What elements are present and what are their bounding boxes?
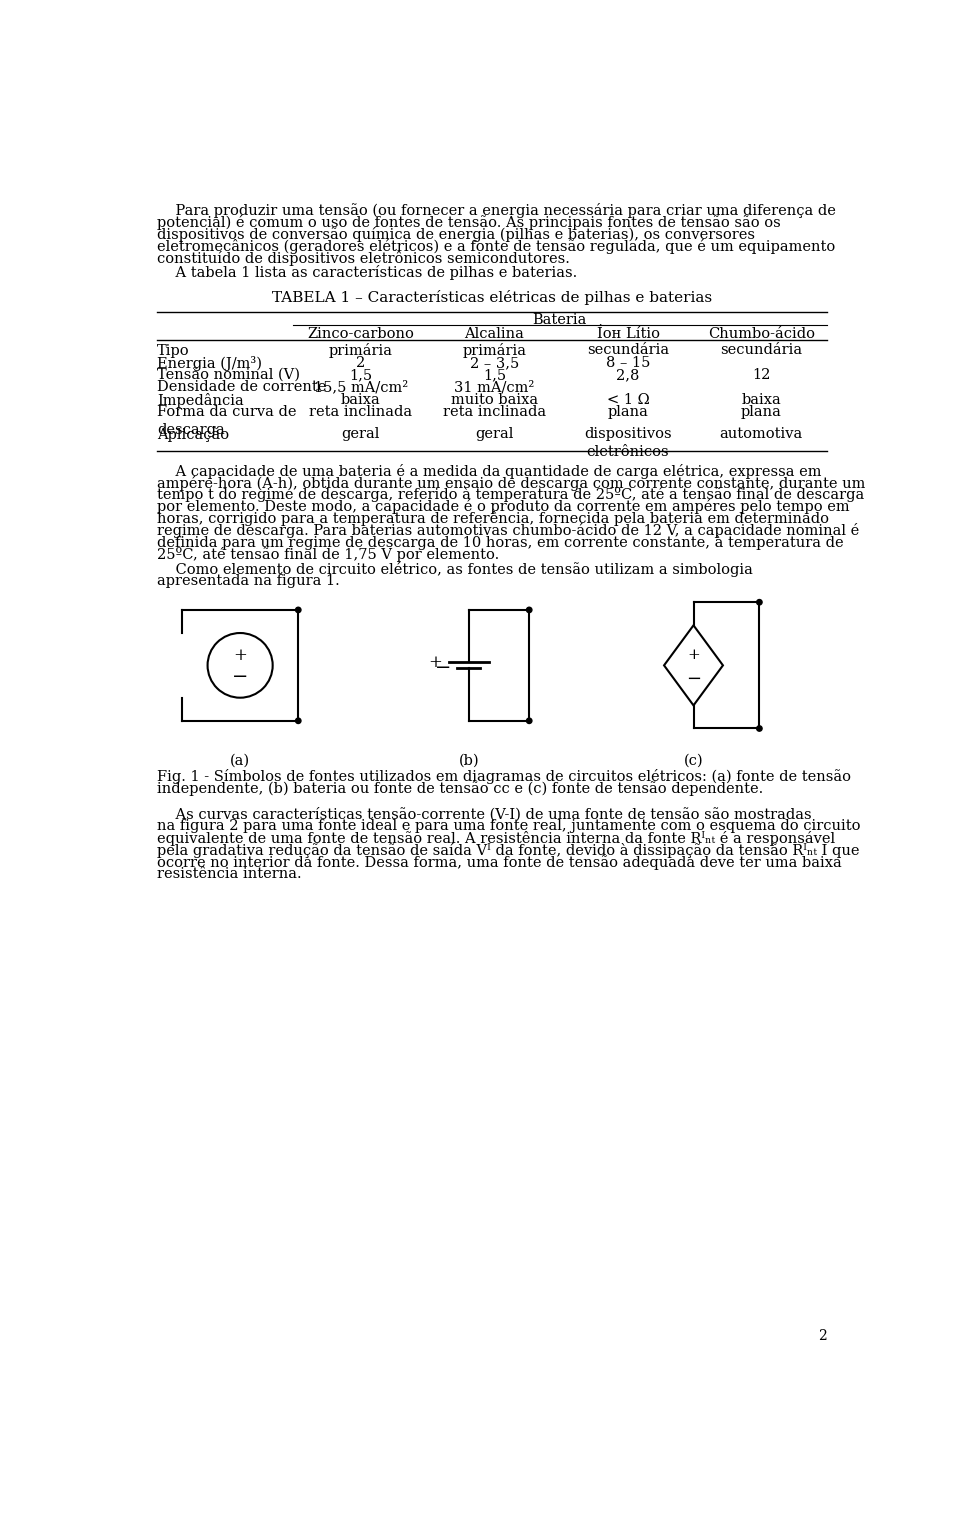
Text: ocorre no interior da fonte. Dessa forma, uma fonte de tensão adequada deve ter : ocorre no interior da fonte. Dessa forma… — [157, 854, 842, 870]
Text: Forma da curva de
descarga: Forma da curva de descarga — [157, 405, 297, 436]
Text: As curvas características tensão-corrente (V-I) de uma fonte de tensão são mostr: As curvas características tensão-corrent… — [157, 807, 812, 821]
Text: A tabela 1 lista as características de pilhas e baterias.: A tabela 1 lista as características de p… — [157, 265, 578, 280]
Text: regime de descarga. Para baterias automotivas chumbo-ácido de 12 V, a capacidade: regime de descarga. Para baterias automo… — [157, 523, 859, 538]
Text: TABELA 1 – Características elétricas de pilhas e baterias: TABELA 1 – Características elétricas de … — [272, 291, 712, 306]
Text: primária: primária — [463, 344, 526, 359]
Text: 8 – 15: 8 – 15 — [606, 356, 650, 370]
Text: definida para um regime de descarga de 10 horas, em corrente constante, à temper: definida para um regime de descarga de 1… — [157, 535, 844, 550]
Text: Zinco-carbono: Zinco-carbono — [307, 327, 414, 341]
Text: Bateria: Bateria — [533, 314, 587, 327]
Text: 15,5 mA/cm²: 15,5 mA/cm² — [314, 380, 408, 394]
Text: 1,5: 1,5 — [483, 368, 506, 382]
Text: primária: primária — [328, 344, 393, 359]
Text: Impedância: Impedância — [157, 392, 244, 408]
Circle shape — [296, 608, 301, 612]
Text: reta inclinada: reta inclinada — [309, 405, 412, 420]
Text: secundária: secundária — [587, 344, 669, 358]
Text: baixa: baixa — [741, 392, 781, 408]
Text: independente, (b) bateria ou fonte de tensão cc e (c) fonte de tensão dependente: independente, (b) bateria ou fonte de te… — [157, 782, 763, 795]
Text: Íон Lítio: Íон Lítio — [596, 327, 660, 341]
Text: Energia (J/m³): Energia (J/m³) — [157, 356, 262, 371]
Text: geral: geral — [342, 427, 380, 441]
Text: potencial) é comum o uso de fontes de tensão. As principais fontes de tensão são: potencial) é comum o uso de fontes de te… — [157, 215, 780, 230]
Text: −: − — [435, 659, 451, 677]
Text: pela gradativa redução da tensão de saída Vᴵ da fonte, devido à dissipação da te: pela gradativa redução da tensão de saíd… — [157, 842, 860, 857]
Text: dispositivos de conversão química de energia (pilhas e baterias), os conversores: dispositivos de conversão química de ene… — [157, 227, 756, 242]
Text: 2 – 3,5: 2 – 3,5 — [469, 356, 519, 370]
Text: equivalente de uma fonte de tensão real. A resistência interna da fonte Rᴵₙₜ é a: equivalente de uma fonte de tensão real.… — [157, 830, 835, 845]
Text: A capacidade de uma bateria é a medida da quantidade de carga elétrica, expressa: A capacidade de uma bateria é a medida d… — [157, 464, 822, 479]
Text: tempo t do regime de descarga, referido à temperatura de 25ºC, até a tensão fina: tempo t do regime de descarga, referido … — [157, 488, 864, 503]
Text: secundária: secundária — [720, 344, 803, 358]
Text: (a): (a) — [230, 754, 251, 768]
Text: Aplicação: Aplicação — [157, 427, 229, 441]
Circle shape — [526, 608, 532, 612]
Text: baixa: baixa — [341, 392, 380, 408]
Text: na figura 2 para uma fonte ideal e para uma fonte real, juntamente com o esquema: na figura 2 para uma fonte ideal e para … — [157, 820, 861, 833]
Text: apresentada na figura 1.: apresentada na figura 1. — [157, 574, 340, 588]
Circle shape — [756, 726, 762, 732]
Text: (b): (b) — [459, 754, 479, 768]
Text: Chumbo-ácido: Chumbo-ácido — [708, 327, 815, 341]
Text: Fig. 1 - Símbolos de fontes utilizados em diagramas de circuitos elétricos: (a) : Fig. 1 - Símbolos de fontes utilizados e… — [157, 770, 852, 785]
Text: ampére-hora (A-h), obtida durante um ensaio de descarga com corrente constante, : ampére-hora (A-h), obtida durante um ens… — [157, 476, 866, 491]
Circle shape — [756, 600, 762, 604]
Text: dispositivos
eletrônicos: dispositivos eletrônicos — [585, 427, 672, 459]
Text: Como elemento de circuito elétrico, as fontes de tensão utilizam a simbologia: Como elemento de circuito elétrico, as f… — [157, 562, 753, 577]
Text: +: + — [687, 647, 700, 662]
Text: horas, corrigido para a temperatura de referência, fornecida pela bateria em det: horas, corrigido para a temperatura de r… — [157, 512, 829, 526]
Text: −: − — [686, 670, 701, 688]
Text: plana: plana — [608, 405, 648, 420]
Circle shape — [296, 718, 301, 724]
Text: plana: plana — [741, 405, 781, 420]
Text: Alcalina: Alcalina — [465, 327, 524, 341]
Circle shape — [526, 718, 532, 724]
Text: 31 mA/cm²: 31 mA/cm² — [454, 380, 535, 394]
Text: Para produzir uma tensão (ou fornecer a energia necessária para criar uma difere: Para produzir uma tensão (ou fornecer a … — [157, 203, 836, 218]
Text: automotiva: automotiva — [720, 427, 803, 441]
Text: 25ºC, até tensão final de 1,75 V por elemento.: 25ºC, até tensão final de 1,75 V por ele… — [157, 547, 499, 562]
Text: geral: geral — [475, 427, 514, 441]
Text: 12: 12 — [752, 368, 771, 382]
Text: Tensão nominal (V): Tensão nominal (V) — [157, 368, 300, 382]
Text: Densidade de corrente: Densidade de corrente — [157, 380, 326, 394]
Text: eletromecânicos (geradores elétricos) e a fonte de tensão regulada, que é um equ: eletromecânicos (geradores elétricos) e … — [157, 239, 835, 255]
Text: < 1 Ω: < 1 Ω — [607, 392, 649, 408]
Text: 1,5: 1,5 — [349, 368, 372, 382]
Text: muito baixa: muito baixa — [451, 392, 538, 408]
Text: 2,8: 2,8 — [616, 368, 639, 382]
Text: constituído de dispositivos eletrônicos semicondutores.: constituído de dispositivos eletrônicos … — [157, 251, 570, 267]
Text: −: − — [232, 668, 249, 686]
Text: 2: 2 — [818, 1329, 827, 1344]
Text: resistência interna.: resistência interna. — [157, 867, 301, 880]
Text: (c): (c) — [684, 754, 704, 768]
Text: Tipo: Tipo — [157, 344, 190, 358]
Text: reta inclinada: reta inclinada — [443, 405, 546, 420]
Text: por elemento. Deste modo, a capacidade é o produto da corrente em ampéres pelo t: por elemento. Deste modo, a capacidade é… — [157, 500, 850, 515]
Text: 2: 2 — [356, 356, 365, 370]
Text: +: + — [428, 654, 443, 671]
Text: +: + — [233, 647, 247, 664]
